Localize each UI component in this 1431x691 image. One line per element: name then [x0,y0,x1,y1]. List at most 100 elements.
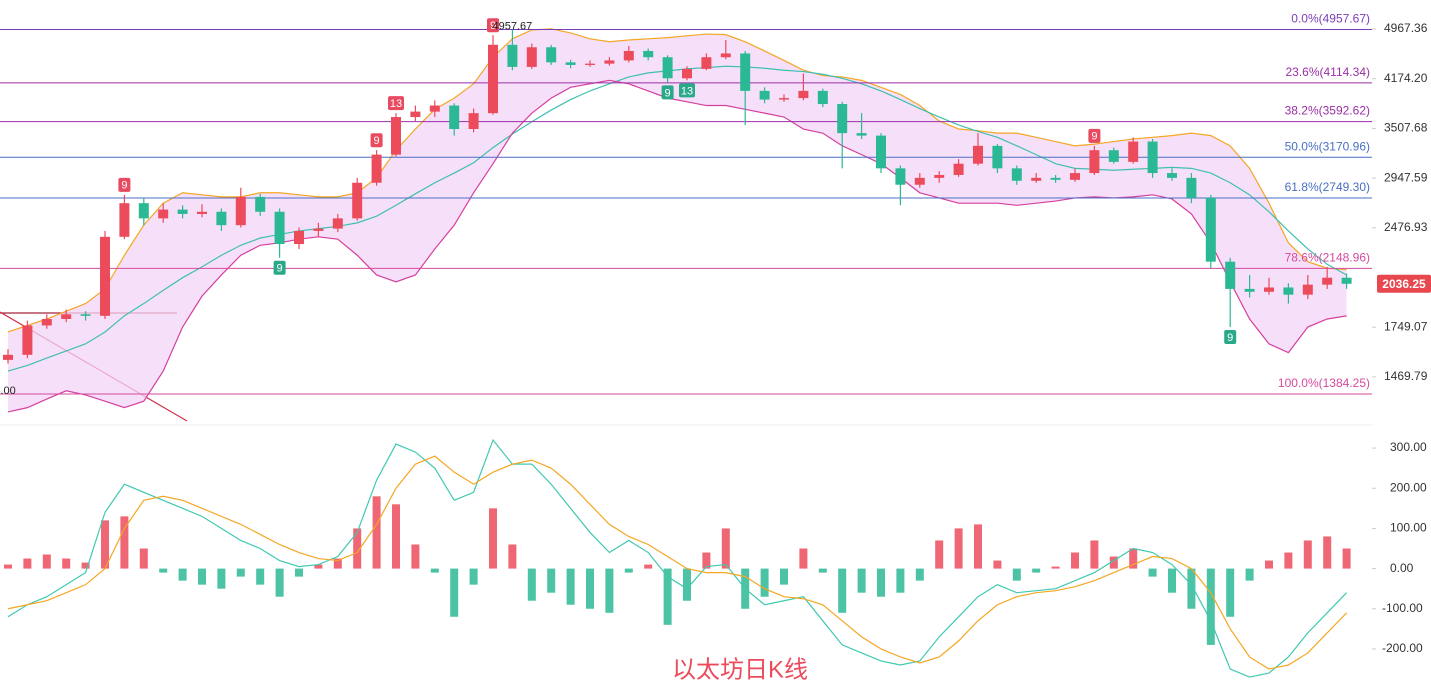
macd-bar [857,568,866,593]
candle-body [1244,288,1255,292]
candle-body [682,68,692,79]
chart-title: 以太坊日K线 [672,656,808,683]
candle-body [856,133,867,136]
macd-bar [896,568,905,593]
candle-body [623,50,634,61]
macd-bar [508,544,517,569]
macd-bar [42,554,51,569]
macd-tick-label: 100.00 [1390,521,1427,535]
candle-body [1108,150,1119,162]
macd-bar [392,504,400,569]
candle-body [1089,150,1100,174]
last-price-label: 2036.25 [1382,277,1426,291]
candle-body [235,196,246,226]
macd-bar [81,562,90,569]
td-label: 9 [490,20,496,32]
candle-body [22,325,33,355]
macd-bar [1148,568,1157,577]
candle-body [80,314,91,316]
macd-bar [1129,548,1138,569]
macd-bar [236,568,245,577]
td-badge [273,260,286,275]
macd-bar [954,528,963,569]
candle-body [837,104,848,134]
macd-bar [1206,568,1215,645]
td-badge [388,96,404,111]
td-badge [1224,330,1237,345]
macd-line [7,455,1348,670]
macd-bar [1323,536,1332,569]
td-label: 13 [681,85,693,97]
candle-body [701,57,712,69]
td-label: 9 [1227,332,1233,344]
macd-bar [178,568,187,581]
td-label: 9 [277,263,283,275]
fib-label: 50.0%(3170.96) [1285,139,1370,153]
candle-body [313,228,324,231]
candle-body [158,209,169,219]
candle-body [1167,173,1177,178]
macd-bar [4,564,12,569]
candle-body [1205,197,1216,262]
candle-body [1322,277,1333,285]
candle-body [1050,177,1061,180]
last-price-box [1377,274,1431,293]
macd-bar [450,568,459,617]
candle-body [585,63,595,65]
candle-body [1341,277,1352,284]
macd-bar [256,568,265,585]
y-tick-label: 4967.36 [1384,21,1428,35]
band-lower [7,79,1347,413]
candle-body [1186,177,1197,198]
macd-bar [372,496,381,569]
candle-body [332,218,343,229]
y-tick-label: 1469.79 [1384,369,1428,383]
y-tick-label: 4174.20 [1384,71,1428,85]
macd-tick-label: 200.00 [1390,480,1427,494]
macd-bar [1226,568,1235,617]
candle-body [1011,168,1022,181]
candle-body [546,47,557,63]
candle-body [914,177,925,185]
candle-body [1070,173,1080,180]
td-label: 9 [374,135,380,147]
macd-bar [993,560,1002,569]
macd-bar [353,528,362,569]
macd-bar [1032,568,1041,573]
candle-body [468,113,479,130]
candle-body [876,135,886,169]
macd-bar [139,548,148,569]
candle-body [507,44,518,67]
candle-body [934,174,945,178]
macd-bar [469,568,478,585]
macd-bar [159,568,168,573]
macd-bar [1265,560,1273,569]
macd-bar [1168,568,1176,593]
macd-tick-label: -100.00 [1382,601,1423,615]
candle-body [604,60,615,64]
macd-bar [624,568,633,573]
y-tick-label: 2947.59 [1384,170,1428,184]
macd-bar [877,568,885,597]
macd-bar [586,568,594,609]
macd-bar [915,568,924,581]
macd-bar [683,568,691,601]
candle-body [1225,261,1236,289]
candle-body [1283,287,1294,295]
candle-body [992,145,1003,169]
macd-bar [780,568,788,585]
candle-body [119,203,130,237]
y-tick-label: 1749.07 [1384,319,1428,333]
candle-body [449,105,460,130]
fib-label: 78.6%(2148.96) [1285,251,1370,265]
candle-body [391,117,401,155]
macd-bar [1284,552,1293,569]
fib-label: 0.0%(4957.67) [1291,12,1370,26]
td-label: 13 [390,98,402,110]
candle-body [953,163,964,175]
candle-body [352,182,363,219]
macd-bar [23,558,32,569]
td-badge [487,18,499,33]
candle-body [759,90,770,100]
